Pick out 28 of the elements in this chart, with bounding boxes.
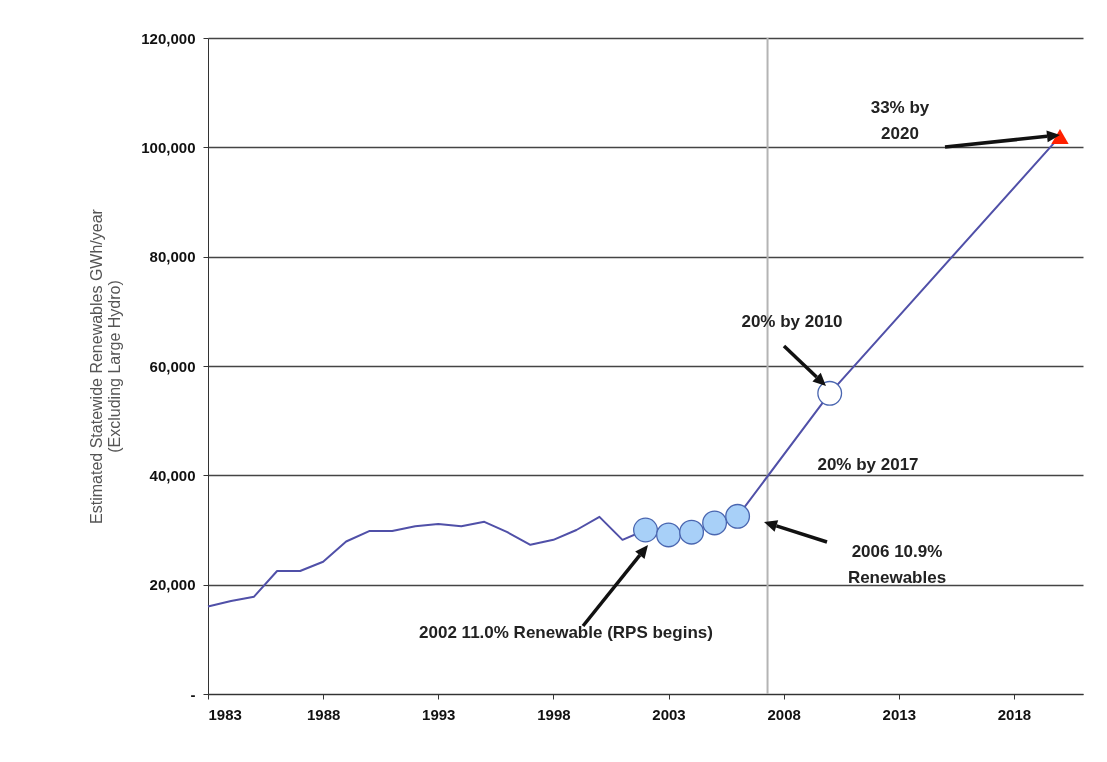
x-tick-label: 2008 (767, 705, 801, 723)
x-tick-label: 1983 (208, 705, 242, 723)
x-tick-label: 1998 (537, 705, 571, 723)
y-tick-label: 60,000 (149, 357, 196, 375)
annotation: 33% by 2020 (870, 98, 930, 143)
y-tick-label: 40,000 (149, 466, 196, 484)
point (702, 510, 728, 536)
annotation: 20% by 2010 (741, 312, 843, 331)
y-tick-label: 120,000 (141, 29, 196, 47)
y-tick-label: 80,000 (149, 248, 196, 266)
y-tick-label: 20,000 (149, 576, 196, 594)
point (817, 380, 843, 406)
y-axis-title: Estimated Statewide Renewables GWh/year (Excluding Large Hydro) (88, 208, 124, 524)
point (1051, 128, 1069, 144)
point (633, 517, 658, 543)
x-tick-label: 1988 (306, 705, 341, 723)
x-tick-label: 2003 (652, 705, 686, 723)
point (656, 522, 682, 548)
annotation: 2006 10.9% Renewables (847, 542, 947, 587)
x-tick-label: 2018 (997, 705, 1032, 723)
x-tick-label: 1993 (422, 705, 456, 723)
y-tick-label: - (190, 685, 196, 703)
annotation: 20% by 2017 (817, 455, 919, 474)
annotation: 2002 11.0% Renewable (RPS begins) (419, 623, 713, 642)
point (725, 503, 751, 529)
y-tick-label: 100,000 (141, 138, 196, 156)
x-tick-label: 2013 (882, 705, 916, 723)
point (679, 519, 705, 545)
